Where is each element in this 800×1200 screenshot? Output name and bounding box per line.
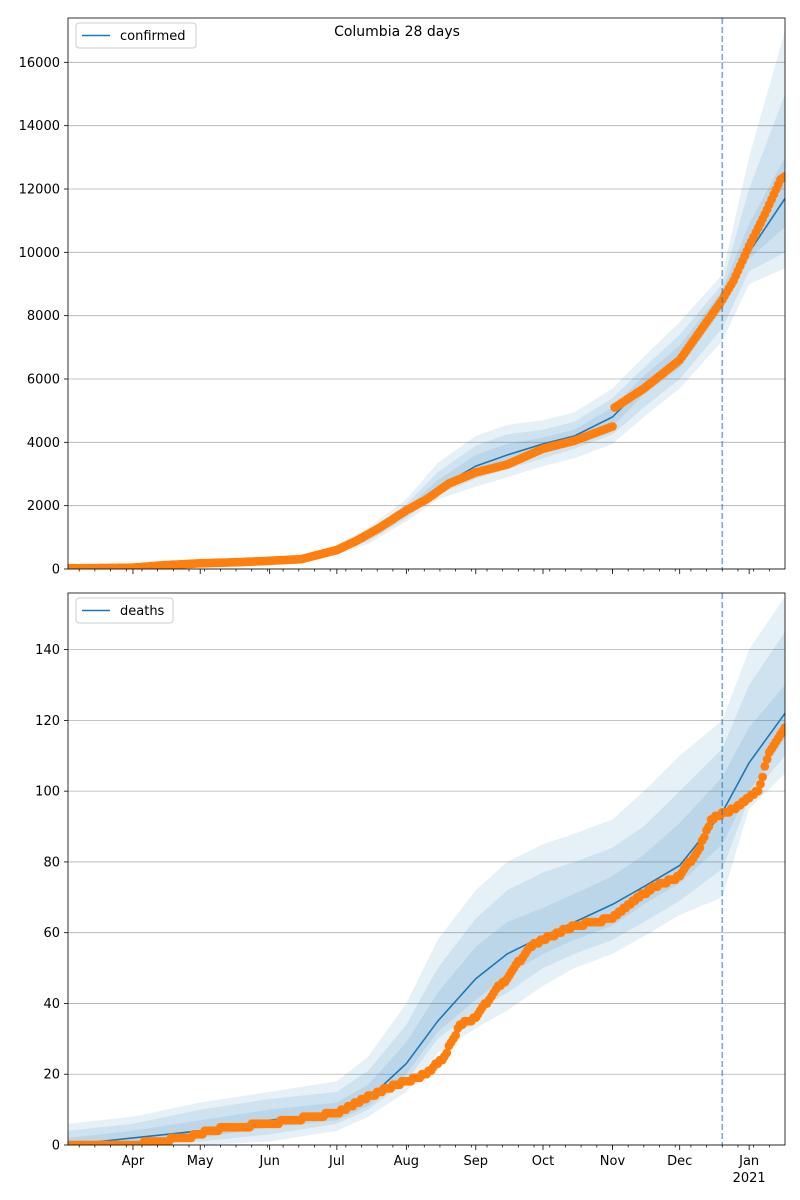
y-tick-label: 8000 — [27, 309, 60, 324]
x-tick-label: Dec — [667, 1154, 692, 1169]
y-tick-label: 120 — [35, 714, 60, 729]
deaths-panel: 0 20 40 60 80 100 120 140 Apr May Jun Jul Aug Sep Oct N… — [35, 592, 786, 1186]
observed-point — [699, 832, 709, 842]
x-tick-label: Jan — [738, 1154, 759, 1169]
observed-point — [780, 723, 785, 732]
legend-confirmed: confirmed — [75, 22, 197, 49]
x-tick-label: May — [187, 1154, 214, 1169]
y-tick-label: 4000 — [27, 436, 60, 451]
observed-point — [753, 786, 763, 796]
y-tick-label: 14000 — [19, 119, 60, 134]
x-tick-label: Oct — [532, 1154, 554, 1169]
x-tick-label: Nov — [600, 1154, 626, 1169]
x-tick-label: Jul — [328, 1154, 345, 1169]
legend-deaths: deaths — [75, 597, 174, 624]
observed-point — [762, 754, 772, 764]
observed-point — [442, 1048, 452, 1058]
y-tick-label: 10000 — [19, 246, 60, 261]
y-tick-label: 0 — [52, 1139, 60, 1154]
x-tick-label: Aug — [394, 1154, 419, 1169]
y-tick-label: 20 — [43, 1068, 60, 1083]
y-tick-label: 40 — [43, 997, 60, 1012]
uncertainty-band-1 — [68, 30, 785, 569]
y-tick-label: 16000 — [19, 56, 60, 71]
legend-label: confirmed — [120, 29, 186, 44]
y-tick-label: 60 — [43, 926, 60, 941]
x-tick-label: Sep — [464, 1154, 489, 1169]
axes-frame-deaths — [67, 592, 786, 1146]
figure-title: Columbia 28 days — [334, 24, 460, 40]
observed-point — [451, 1030, 460, 1040]
legend-box — [75, 22, 197, 49]
legend-label: deaths — [120, 604, 165, 619]
x-tick-label: Apr — [122, 1154, 145, 1169]
y-tick-label: 140 — [35, 643, 60, 658]
confirmed-panel: 0 2000 4000 6000 8000 10000 12000 14000 16000 con… — [19, 17, 786, 578]
x-tick-sublabel: 2021 — [733, 1171, 766, 1186]
plot-area-confirmed — [68, 30, 785, 569]
observed-point — [704, 822, 714, 831]
axes-frame-confirmed — [67, 17, 786, 570]
observed-point — [756, 779, 765, 789]
x-tick-label: Jun — [259, 1154, 280, 1169]
legend-box — [75, 597, 174, 624]
observed-point — [758, 772, 767, 782]
observed-point — [608, 422, 617, 431]
y-tick-label: 12000 — [19, 183, 60, 198]
y-tick-label: 6000 — [27, 373, 60, 388]
observed-point — [695, 843, 705, 853]
observed-point — [780, 171, 785, 181]
y-tick-label: 80 — [43, 855, 60, 870]
y-tick-label: 0 — [52, 563, 60, 578]
y-tick-label: 100 — [35, 785, 60, 800]
y-tick-label: 2000 — [27, 499, 60, 514]
observed-point — [760, 762, 770, 771]
